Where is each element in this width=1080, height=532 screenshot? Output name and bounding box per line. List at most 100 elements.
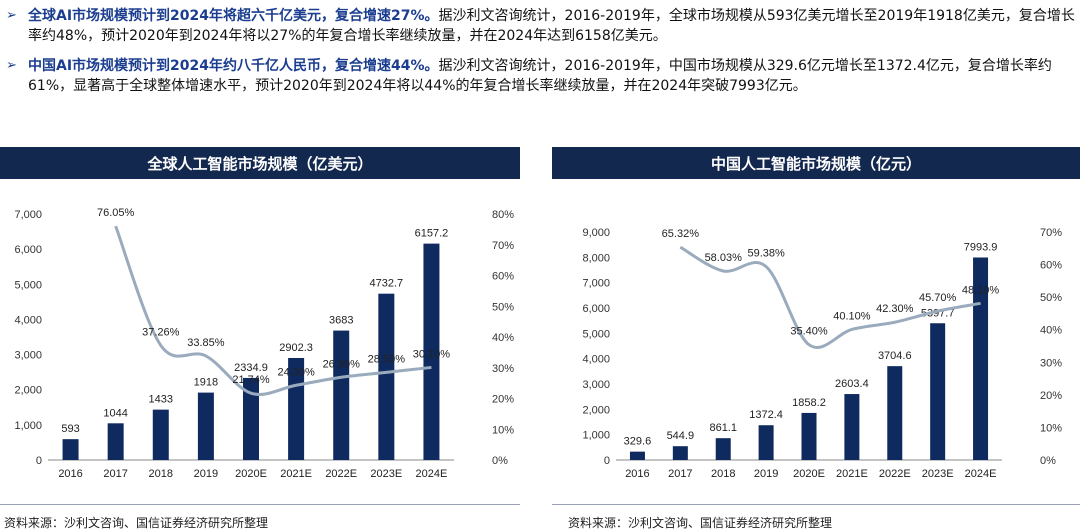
x-tick-label: 2021E	[280, 468, 312, 480]
x-tick-label: 2023E	[922, 468, 954, 480]
y-tick-label: 1,000	[14, 420, 42, 432]
growth-rate-label: 26.90%	[323, 358, 361, 370]
y-tick-label: 3,000	[14, 350, 42, 362]
bar	[333, 330, 350, 460]
growth-rate-label: 59.38%	[747, 248, 785, 260]
growth-rate-label: 24.30%	[277, 366, 315, 378]
bar	[715, 438, 731, 460]
growth-rate-line	[114, 225, 432, 396]
y2-tick-label: 10%	[1040, 422, 1062, 434]
y-tick-label: 9,000	[582, 227, 610, 239]
bullet-china-body: 据沙利文咨询统计，2016-2019年，中国市场规模从329.6亿元增长至137…	[28, 58, 1052, 94]
bullet-global: ➢ 全球AI市场规模预计到2024年将超六千亿美元，复合增速27%。据沙利文咨询…	[6, 6, 1076, 46]
bar	[152, 409, 169, 460]
bar	[629, 451, 645, 460]
bar-value-label: 2603.4	[835, 378, 869, 390]
bar-value-label: 1858.2	[792, 397, 826, 409]
x-tick-label: 2024E	[416, 468, 448, 480]
bar-value-label: 6157.2	[415, 228, 449, 240]
bar	[672, 446, 688, 460]
y-tick-label: 4,000	[582, 354, 610, 366]
bullet-china-highlight: 中国AI市场规模预计到2024年约八千亿人民币，复合增速44%。	[28, 58, 439, 74]
x-tick-label: 2022E	[325, 468, 357, 480]
x-tick-label: 2020E	[793, 468, 825, 480]
x-tick-label: 2018	[149, 468, 173, 480]
x-tick-label: 2016	[625, 468, 649, 480]
x-tick-label: 2020E	[235, 468, 267, 480]
y2-tick-label: 80%	[492, 209, 514, 221]
x-tick-label: 2021E	[836, 468, 868, 480]
growth-rate-label: 30.10%	[413, 348, 451, 360]
x-tick-label: 2017	[103, 468, 127, 480]
global-chart-panel: 全球人工智能市场规模（亿美元） 0 1,000 2,000 3,000 4,000 5,0…	[0, 147, 520, 509]
y2-tick-label: 0%	[1040, 455, 1056, 467]
y2-tick-label: 40%	[492, 332, 514, 344]
china-chart-panel: 中国人工智能市场规模（亿元） 0 1,000 2,000 3,000 4,000 5,00…	[552, 147, 1080, 509]
bar-value-label: 3704.6	[878, 350, 912, 362]
bar-value-label: 1918	[194, 377, 218, 389]
y2-tick-label: 0%	[492, 455, 508, 467]
y-tick-label: 4,000	[14, 314, 42, 326]
growth-rate-label: 28.50%	[368, 353, 406, 365]
bar-value-label: 7993.9	[964, 241, 998, 253]
china-chart-title: 中国人工智能市场规模（亿元）	[552, 147, 1080, 179]
growth-rate-label: 76.05%	[97, 207, 135, 219]
divider-left	[0, 504, 520, 505]
growth-rate-label: 45.70%	[919, 292, 957, 304]
growth-rate-line	[679, 245, 981, 349]
y-tick-label: 2,000	[14, 385, 42, 397]
bar-value-label: 1433	[149, 394, 173, 406]
x-tick-label: 2023E	[370, 468, 402, 480]
y2-tick-label: 30%	[1040, 357, 1062, 369]
bar	[930, 323, 946, 460]
x-tick-label: 2017	[668, 468, 692, 480]
bar-value-label: 593	[61, 423, 79, 435]
bar-value-label: 861.1	[709, 422, 737, 434]
bar	[844, 394, 860, 460]
global-chart-title: 全球人工智能市场规模（亿美元）	[0, 147, 520, 179]
bar	[423, 243, 440, 460]
y2-tick-label: 30%	[492, 363, 514, 375]
y-tick-label: 2,000	[582, 404, 610, 416]
y2-tick-label: 10%	[492, 424, 514, 436]
y-tick-label: 6,000	[582, 303, 610, 315]
y-tick-label: 1,000	[582, 430, 610, 442]
growth-rate-label: 37.26%	[142, 326, 180, 338]
bar	[107, 423, 124, 460]
bar-value-label: 4732.7	[370, 278, 404, 290]
y2-tick-label: 70%	[1040, 227, 1062, 239]
bullet-china: ➢ 中国AI市场规模预计到2024年约八千亿人民币，复合增速44%。据沙利文咨询…	[6, 56, 1076, 96]
bar-value-label: 2902.3	[279, 342, 313, 354]
y-tick-label: 7,000	[14, 209, 42, 221]
y2-tick-label: 70%	[492, 240, 514, 252]
global-chart: 0 1,000 2,000 3,000 4,000 5,000 6,000 7,000 0% 10…	[0, 179, 520, 509]
y-tick-label: 5,000	[582, 328, 610, 340]
bar	[243, 377, 259, 460]
y2-tick-label: 50%	[492, 301, 514, 313]
y-tick-label: 6,000	[14, 244, 42, 256]
growth-rate-label: 65.32%	[662, 228, 700, 240]
y2-tick-label: 50%	[1040, 292, 1062, 304]
bar	[378, 293, 395, 460]
y2-tick-label: 60%	[1040, 260, 1062, 272]
bar	[197, 392, 214, 460]
growth-rate-label: 40.10%	[833, 310, 871, 322]
bar	[887, 366, 903, 460]
bar	[973, 257, 989, 460]
bar-value-label: 544.9	[667, 430, 695, 442]
growth-rate-label: 58.03%	[705, 252, 743, 264]
y-tick-label: 0	[604, 455, 610, 467]
x-tick-label: 2019	[194, 468, 218, 480]
bar-value-label: 1044	[103, 407, 127, 419]
bullet-list: ➢ 全球AI市场规模预计到2024年将超六千亿美元，复合增速27%。据沙利文咨询…	[6, 6, 1076, 106]
growth-rate-label: 33.85%	[187, 337, 225, 349]
x-tick-label: 2024E	[965, 468, 997, 480]
china-chart: 0 1,000 2,000 3,000 4,000 5,000 6,000 7,000 8,00…	[552, 179, 1080, 509]
bar	[62, 439, 79, 460]
growth-rate-label: 35.40%	[790, 326, 828, 338]
source-note-right: 资料来源：沙利文咨询、国信证券经济研究所整理	[568, 516, 833, 530]
growth-rate-label: 42.30%	[876, 303, 914, 315]
arrow-icon: ➢	[6, 58, 17, 73]
source-note-left: 资料来源：沙利文咨询、国信证券经济研究所整理	[4, 516, 269, 530]
china-chart-svg: 0 1,000 2,000 3,000 4,000 5,000 6,000 7,000 8,00…	[582, 227, 1062, 480]
